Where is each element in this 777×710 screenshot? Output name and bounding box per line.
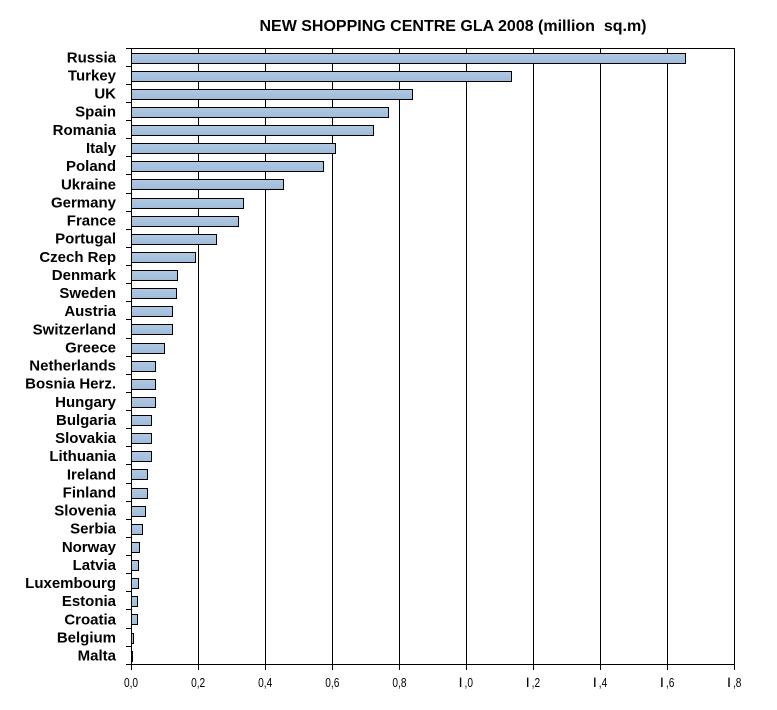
svg-text:Croatia: Croatia bbox=[64, 611, 116, 628]
svg-text:0,2: 0,2 bbox=[191, 676, 205, 690]
svg-text:Austria: Austria bbox=[64, 303, 116, 320]
svg-text:France: France bbox=[67, 213, 116, 230]
svg-text:Poland: Poland bbox=[66, 158, 116, 175]
svg-text:NEW SHOPPING CENTRE GLA 2008 (: NEW SHOPPING CENTRE GLA 2008 (million sq… bbox=[259, 18, 646, 35]
svg-text:Bulgaria: Bulgaria bbox=[56, 412, 117, 429]
svg-text:Romania: Romania bbox=[53, 122, 117, 139]
svg-text:Luxembourg: Luxembourg bbox=[25, 575, 116, 592]
svg-text:Ukraine: Ukraine bbox=[61, 176, 116, 193]
svg-text:Bosnia Herz.: Bosnia Herz. bbox=[25, 376, 116, 393]
svg-text:Hungary: Hungary bbox=[55, 394, 117, 411]
svg-text:Greece: Greece bbox=[65, 339, 116, 356]
svg-text:Denmark: Denmark bbox=[52, 267, 117, 284]
svg-text:Lithuania: Lithuania bbox=[49, 448, 116, 465]
svg-text:Germany: Germany bbox=[51, 194, 117, 211]
svg-text:Ireland: Ireland bbox=[67, 466, 116, 483]
svg-text:Switzerland: Switzerland bbox=[33, 321, 116, 338]
svg-text:Slovakia: Slovakia bbox=[55, 430, 117, 447]
svg-text:Spain: Spain bbox=[75, 104, 116, 121]
svg-text:,2: ,2 bbox=[532, 676, 540, 690]
svg-text:Sweden: Sweden bbox=[59, 285, 116, 302]
svg-text:Netherlands: Netherlands bbox=[29, 358, 116, 375]
svg-text:0,4: 0,4 bbox=[258, 676, 273, 690]
svg-text:,4: ,4 bbox=[599, 676, 608, 690]
svg-text:Belgium: Belgium bbox=[57, 629, 116, 646]
svg-text:0,6: 0,6 bbox=[325, 676, 339, 690]
svg-text:Portugal: Portugal bbox=[55, 231, 116, 248]
svg-text:,6: ,6 bbox=[666, 676, 674, 690]
svg-text:,0: ,0 bbox=[465, 676, 474, 690]
svg-text:Czech Rep: Czech Rep bbox=[39, 249, 116, 266]
svg-text:Slovenia: Slovenia bbox=[54, 503, 116, 520]
svg-text:0,0: 0,0 bbox=[124, 676, 139, 690]
svg-text:Finland: Finland bbox=[63, 484, 116, 501]
svg-text:Italy: Italy bbox=[86, 140, 117, 157]
svg-text:Norway: Norway bbox=[62, 539, 117, 556]
svg-text:Serbia: Serbia bbox=[70, 521, 117, 538]
svg-text:Russia: Russia bbox=[67, 49, 117, 66]
svg-text:Turkey: Turkey bbox=[68, 67, 117, 84]
svg-text:Latvia: Latvia bbox=[73, 557, 117, 574]
svg-text:Estonia: Estonia bbox=[62, 593, 117, 610]
svg-text:UK: UK bbox=[94, 86, 116, 103]
svg-text:0,8: 0,8 bbox=[392, 676, 406, 690]
svg-text:,8: ,8 bbox=[733, 676, 741, 690]
svg-text:Malta: Malta bbox=[78, 648, 117, 665]
